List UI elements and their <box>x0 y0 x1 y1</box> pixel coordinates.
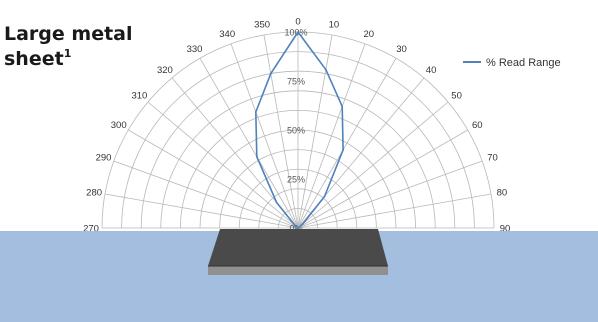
chart-title: Large metal sheet1 <box>4 22 133 72</box>
angle-tick-label: 280 <box>86 188 102 199</box>
angle-tick-label: 70 <box>487 153 498 164</box>
angle-tick-label: 40 <box>426 65 437 76</box>
angle-tick-label: 80 <box>497 188 508 199</box>
radial-tick-labels: 0% 25% 50% 75% 100% <box>284 28 307 234</box>
grid-spoke <box>230 43 299 229</box>
angle-tick-label: 0 <box>295 17 300 28</box>
radial-tick-label: 50% <box>287 126 305 136</box>
angle-tick-label: 290 <box>96 153 112 164</box>
data-point <box>269 72 272 75</box>
grid-spoke <box>147 101 299 229</box>
data-point <box>323 195 326 198</box>
angle-tick-label: 50 <box>451 90 462 101</box>
data-point <box>342 149 344 151</box>
metal-sheet-side <box>208 266 388 275</box>
data-point <box>294 224 296 227</box>
angle-tick-label: 350 <box>254 20 270 31</box>
legend-label: % Read Range <box>486 57 561 69</box>
data-point <box>254 111 257 113</box>
title-footnote: 1 <box>63 47 72 60</box>
data-point <box>297 31 299 33</box>
data-point <box>297 227 299 229</box>
grid-spoke <box>263 34 299 229</box>
radial-tick-label: 100% <box>284 28 307 38</box>
grid-spoke <box>297 101 449 229</box>
title-line-1: Large metal <box>4 23 133 45</box>
radial-tick-label: 25% <box>287 175 305 185</box>
data-point <box>255 155 258 158</box>
angle-tick-label: 90 <box>500 224 511 235</box>
data-point <box>325 68 327 71</box>
metal-sheet <box>208 229 388 275</box>
grid-spoke <box>297 193 492 229</box>
data-point <box>275 201 278 204</box>
series-points <box>254 31 344 229</box>
angle-tick-label: 330 <box>187 44 203 55</box>
angle-tick-label: 310 <box>131 90 147 101</box>
angle-tick-label: 30 <box>396 44 407 55</box>
grid-spoke <box>297 160 483 229</box>
angle-tick-label: 300 <box>111 120 127 131</box>
grid-spoke <box>297 58 397 229</box>
angle-tick-label: 20 <box>364 29 375 40</box>
angle-tick-label: 340 <box>219 29 235 40</box>
angle-tick-label: 10 <box>329 20 340 31</box>
data-point <box>301 223 304 226</box>
angle-tick-label: 270 <box>83 224 99 235</box>
grid-spoke <box>199 58 299 229</box>
title-line-2: sheet <box>4 48 64 70</box>
grid-spoke <box>297 43 366 229</box>
angle-tick-label: 60 <box>472 120 483 131</box>
metal-sheet-top <box>208 229 388 266</box>
radial-tick-label: 0% <box>289 224 302 234</box>
radial-tick-label: 75% <box>287 77 305 87</box>
grid-spoke <box>297 129 468 229</box>
data-point <box>341 105 344 108</box>
grid-spoke <box>113 160 299 229</box>
grid-spoke <box>297 34 333 229</box>
legend: % Read Range <box>463 57 561 69</box>
angle-tick-label: 320 <box>157 65 173 76</box>
grid-spoke <box>128 129 299 229</box>
grid-spoke <box>104 193 299 229</box>
polar-grid <box>101 31 495 229</box>
angle-tick-labels: 270 280 290 300 310 320 330 340 350 0 10 20 30 40 50 60… <box>83 17 510 235</box>
